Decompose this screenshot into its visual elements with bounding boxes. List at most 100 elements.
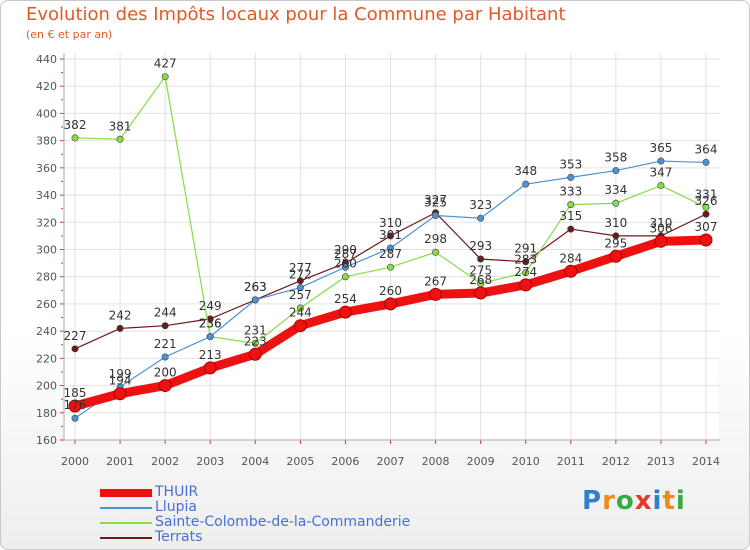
data-label-thuir: 267 [424,274,447,288]
data-point-llupia [522,180,530,188]
data-label-llupia: 301 [379,228,402,242]
data-label-sainte-colombe-de-la-commanderie: 275 [469,264,492,278]
data-point-sainte-colombe-de-la-commanderie [522,269,530,277]
data-point-sainte-colombe-de-la-commanderie [657,182,665,190]
legend-label: Llupia [155,499,197,515]
data-label-terrats: 291 [514,242,537,256]
data-label-thuir: 200 [154,366,177,380]
data-point-llupia [251,296,259,304]
data-label-sainte-colombe-de-la-commanderie: 283 [514,253,537,267]
logo-letter: r [602,486,616,516]
logo-letter: x [634,486,653,516]
y-tick-label: 420 [36,80,57,93]
data-label-terrats: 326 [695,194,718,208]
data-label-llupia: 236 [199,317,222,331]
series-layer [68,73,713,422]
data-label-thuir: 295 [604,236,627,250]
data-point-terrats [386,232,394,240]
x-tick-label: 2001 [106,455,134,468]
data-point-thuir [293,319,307,333]
legend-swatch-terrats [100,537,152,539]
data-point-sainte-colombe-de-la-commanderie [116,135,124,143]
x-tick-label: 2004 [241,455,269,468]
data-point-terrats [477,255,485,263]
data-label-sainte-colombe-de-la-commanderie: 333 [559,185,582,199]
data-point-terrats [522,258,530,266]
x-tick-label: 2010 [512,455,540,468]
y-tick-label: 220 [36,352,57,365]
data-label-thuir: 307 [695,220,718,234]
data-label-sainte-colombe-de-la-commanderie: 298 [424,232,447,246]
data-point-sainte-colombe-de-la-commanderie [296,304,304,312]
data-label-sainte-colombe-de-la-commanderie: 381 [109,119,132,133]
y-tick-label: 180 [36,407,57,420]
chart-subtitle: (en € et par an) [26,28,113,41]
data-point-sainte-colombe-de-la-commanderie [432,248,440,256]
data-label-llupia: 263 [244,280,267,294]
legend-swatch-sainte-colombe [100,522,152,524]
legend-swatch-thuir [100,489,152,497]
x-tick-label: 2014 [692,455,720,468]
data-point-thuir [248,347,262,361]
data-point-terrats [702,210,710,218]
logo-letter: i [675,486,686,516]
x-tick-label: 2006 [331,455,359,468]
data-label-terrats: 310 [379,216,402,230]
data-label-llupia: 272 [289,268,312,282]
data-label-thuir: 260 [379,284,402,298]
data-label-llupia: 287 [334,247,357,261]
legend-swatch-llupia [100,507,152,509]
data-label-sainte-colombe-de-la-commanderie: 287 [379,247,402,261]
data-point-thuir [474,286,488,300]
data-point-llupia [477,214,485,222]
data-label-thuir: 254 [334,292,357,306]
y-tick-label: 320 [36,216,57,229]
data-label-thuir: 306 [649,221,672,235]
data-label-sainte-colombe-de-la-commanderie: 334 [604,183,627,197]
y-tick-label: 160 [36,434,57,447]
data-label-llupia: 221 [154,337,177,351]
data-label-llupia: 353 [559,157,582,171]
data-point-thuir [158,379,172,393]
data-label-llupia: 323 [469,198,492,212]
data-point-sainte-colombe-de-la-commanderie [341,273,349,281]
data-point-llupia [657,157,665,165]
data-label-thuir: 284 [559,251,582,265]
y-tick-label: 380 [36,135,57,148]
data-point-sainte-colombe-de-la-commanderie [251,339,259,347]
data-point-llupia [296,284,304,292]
x-tick-label: 2000 [61,455,89,468]
logo-letter: t [662,486,676,516]
data-point-terrats [296,277,304,285]
data-point-thuir [338,305,352,319]
data-point-thuir [429,287,443,301]
data-point-terrats [567,225,575,233]
x-tick-label: 2003 [196,455,224,468]
data-label-terrats: 249 [199,299,222,313]
data-label-terrats: 327 [424,193,447,207]
data-label-llupia: 358 [604,151,627,165]
data-point-sainte-colombe-de-la-commanderie [612,199,620,207]
x-tick-label: 2005 [286,455,314,468]
y-tick-label: 280 [36,271,57,284]
legend-label: THUIR [155,484,199,500]
data-label-terrats: 227 [64,329,87,343]
data-label-sainte-colombe-de-la-commanderie: 236 [199,317,222,331]
data-label-thuir: 185 [64,386,87,400]
x-tick-label: 2009 [467,455,495,468]
y-tick-label: 240 [36,325,57,338]
data-point-llupia [432,211,440,219]
data-label-terrats: 277 [289,261,312,275]
data-label-thuir: 244 [289,306,312,320]
data-label-terrats: 310 [649,216,672,230]
y-tick-label: 440 [36,53,57,66]
y-tick-label: 260 [36,298,57,311]
y-tick-label: 400 [36,107,57,120]
data-label-sainte-colombe-de-la-commanderie: 427 [154,57,177,71]
x-tick-label: 2008 [422,455,450,468]
data-point-terrats [116,324,124,332]
data-point-llupia [386,244,394,252]
data-label-terrats: 263 [244,280,267,294]
data-point-llupia [206,333,214,341]
